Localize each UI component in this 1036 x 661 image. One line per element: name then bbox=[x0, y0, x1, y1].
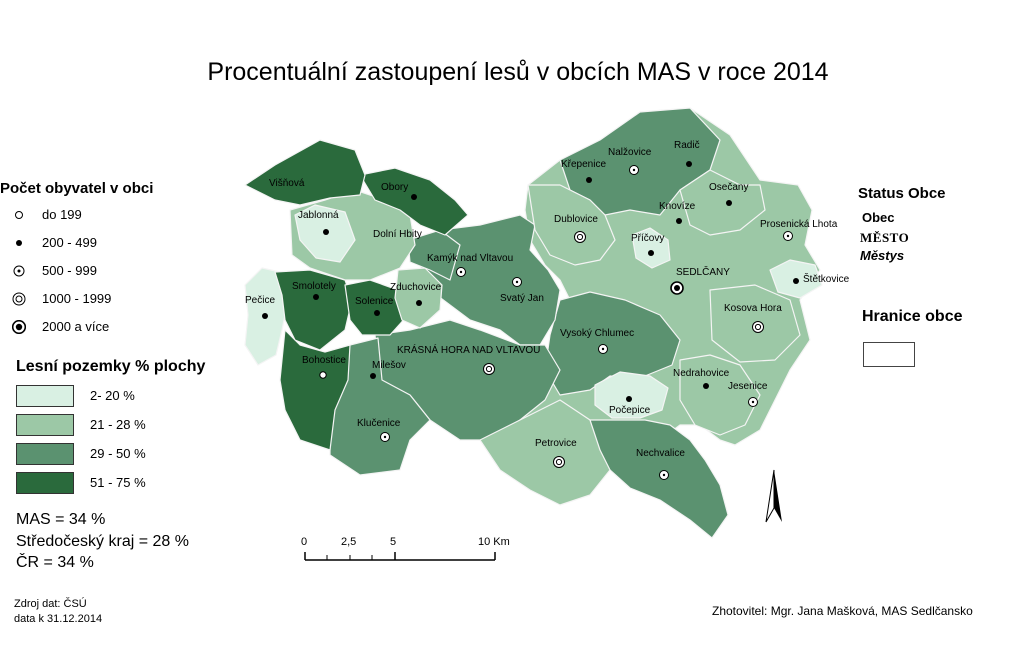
forest-class-swatch bbox=[16, 385, 74, 407]
author-credit: Zhotovitel: Mgr. Jana Mašková, MAS Sedlč… bbox=[712, 604, 973, 618]
region-dublovice bbox=[527, 184, 616, 266]
population-legend-item: do 199 bbox=[12, 207, 82, 222]
population-legend-item: 2000 a více bbox=[11, 319, 110, 334]
status-mesto: MĚSTO bbox=[860, 230, 910, 245]
forest-class-label: 21 - 28 % bbox=[90, 417, 146, 432]
boundary-legend-swatch bbox=[863, 342, 915, 367]
municipality-label: Pečice bbox=[245, 295, 276, 306]
municipality-label: Obory bbox=[381, 182, 409, 193]
boundary-legend-heading: Hranice obce bbox=[862, 308, 963, 325]
filled-dot-icon bbox=[12, 236, 26, 250]
status-legend-heading: Status Obce bbox=[858, 185, 946, 202]
municipality-label: SEDLČANY bbox=[676, 267, 730, 278]
forest-class-swatch bbox=[16, 443, 74, 465]
forest-legend-heading: Lesní pozemky % plochy bbox=[16, 358, 206, 375]
municipality-label: Štětkovice bbox=[803, 274, 850, 285]
forest-map bbox=[244, 107, 823, 539]
stat-cr: ČR = 34 % bbox=[16, 554, 94, 571]
scale-bar bbox=[304, 552, 496, 561]
north-arrow-icon bbox=[765, 469, 782, 523]
municipality-label: Příčovy bbox=[631, 233, 665, 244]
circle-with-dot-icon bbox=[12, 264, 26, 278]
municipality-label: Jablonná bbox=[298, 210, 339, 221]
source-line-2: data k 31.12.2014 bbox=[14, 613, 103, 625]
forest-class-label: 29 - 50 % bbox=[90, 446, 146, 461]
municipality-label: Jesenice bbox=[728, 381, 768, 392]
region-obory bbox=[359, 167, 469, 236]
region-bohostice bbox=[279, 329, 351, 451]
region-pricovy bbox=[631, 227, 671, 269]
scale-label: 0 bbox=[301, 536, 308, 548]
municipality-label: Zduchovice bbox=[390, 282, 442, 293]
municipality-label: Nalžovice bbox=[608, 147, 652, 158]
stat-kraj: Středočeský kraj = 28 % bbox=[16, 533, 189, 550]
municipality-label: Osečany bbox=[709, 182, 749, 193]
population-legend-label: 1000 - 1999 bbox=[42, 291, 112, 306]
map-title: Procentuální zastoupení lesů v obcích MA… bbox=[207, 58, 829, 86]
municipality-label: Radič bbox=[674, 140, 700, 151]
population-legend-item: 200 - 499 bbox=[12, 235, 97, 250]
municipality-label: Nechvalice bbox=[636, 448, 685, 459]
municipality-label: Dublovice bbox=[554, 214, 598, 225]
municipality-label: Smolotely bbox=[292, 281, 336, 292]
region-solenice bbox=[344, 279, 409, 336]
municipality-label: Klučenice bbox=[357, 418, 401, 429]
region-nechvalice bbox=[589, 419, 729, 539]
forest-class-swatch bbox=[16, 472, 74, 494]
municipality-label: Knovíze bbox=[659, 201, 696, 212]
municipality-label: Milešov bbox=[372, 360, 406, 371]
municipality-label: Višňová bbox=[269, 178, 305, 189]
region-zduchovice bbox=[394, 267, 443, 329]
settlement-symbols bbox=[262, 161, 799, 480]
municipality-label: Kamýk nad Vltavou bbox=[427, 253, 514, 264]
forest-class-label: 2- 20 % bbox=[90, 388, 135, 403]
population-legend-heading: Počet obyvatel v obci bbox=[0, 180, 154, 197]
municipality-label: Nedrahovice bbox=[673, 368, 730, 379]
source-line-1: Zdroj dat: ČSÚ bbox=[14, 598, 87, 610]
municipality-label: Petrovice bbox=[535, 438, 577, 449]
municipality-label: Vysoký Chlumec bbox=[560, 328, 635, 339]
municipality-label: Kosova Hora bbox=[724, 303, 782, 314]
region-petrovice bbox=[479, 399, 611, 506]
region-pocepice bbox=[594, 371, 669, 419]
population-legend-item: 500 - 999 bbox=[12, 263, 97, 278]
population-legend-label: 500 - 999 bbox=[42, 263, 97, 278]
scale-label: 5 bbox=[390, 536, 397, 548]
municipality-label: Solenice bbox=[355, 296, 394, 307]
region-visnova bbox=[244, 139, 366, 206]
region-nedrahovice bbox=[679, 354, 761, 436]
municipality-label: Prosenická Lhota bbox=[760, 219, 838, 230]
municipality-label: Krásná Hora nad Vltavou bbox=[397, 345, 541, 356]
municipality-label: Bohostice bbox=[302, 355, 346, 366]
municipality-label: Svatý Jan bbox=[500, 293, 544, 304]
hollow-circle-small-icon bbox=[12, 208, 26, 222]
double-circle-icon bbox=[12, 292, 26, 306]
status-mestys: Městys bbox=[860, 248, 905, 263]
forest-class-label: 51 - 75 % bbox=[90, 475, 146, 490]
population-legend-label: 200 - 499 bbox=[42, 235, 97, 250]
forest-class-swatch bbox=[16, 414, 74, 436]
bullseye-large-icon bbox=[11, 319, 27, 334]
stat-mas: MAS = 34 % bbox=[16, 511, 106, 528]
population-legend-item: 1000 - 1999 bbox=[12, 291, 111, 306]
status-obec: Obec bbox=[862, 210, 895, 225]
municipality-label: Počepice bbox=[609, 405, 651, 416]
municipality-label: Křepenice bbox=[561, 159, 607, 170]
population-legend-label: do 199 bbox=[42, 207, 82, 222]
region-osecany-knovize bbox=[679, 169, 766, 236]
scale-label: 2,5 bbox=[341, 536, 357, 548]
municipality-label: Dolní Hbity bbox=[373, 229, 422, 240]
region-smolotely bbox=[274, 269, 353, 351]
scale-label: 10 Km bbox=[478, 536, 510, 548]
population-legend-label: 2000 a více bbox=[42, 319, 110, 334]
